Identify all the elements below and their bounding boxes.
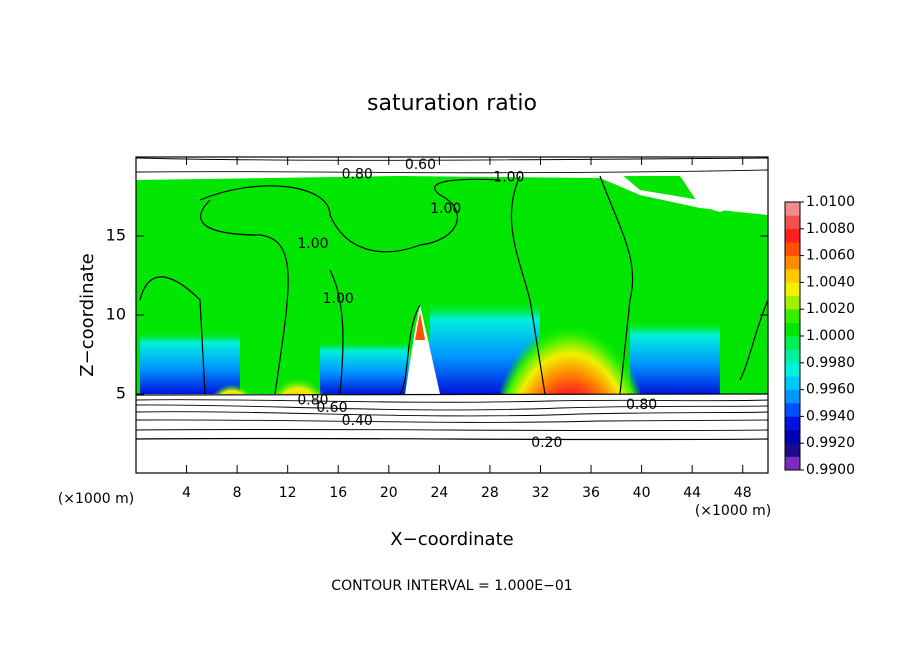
y-axis-label: Z−coordinate [77,253,98,376]
x-tick-label: 4 [182,485,191,501]
contour-label: 0.80 [297,392,328,408]
colorbar-band [785,295,800,310]
field [136,157,768,473]
contour-label: 0.40 [342,413,373,429]
colorbar-band [785,228,800,243]
colorbar-tick-label: 0.9900 [806,462,855,478]
x-unit-label: (×1000 m) [695,503,771,519]
colorbar-band [785,349,800,364]
x-tick-label: 24 [430,485,448,501]
x-axis-label: X−coordinate [390,529,513,550]
x-tick-label: 12 [279,485,297,501]
colorbar-band [785,376,800,390]
colorbar-tick-label: 0.9980 [806,355,855,371]
colorbar-band [785,429,800,444]
colorbar-tick-label: 0.9940 [806,408,855,424]
colorbar-tick-label: 1.0020 [806,301,855,317]
x-tick-label: 48 [734,485,752,501]
colorbar-tick-label: 0.9960 [806,382,855,398]
x-tick-label: 44 [683,485,701,501]
contour-label: 1.00 [493,170,524,186]
x-tick-label: 8 [233,485,242,501]
x-tick-label: 32 [532,485,550,501]
contour-label: 0.80 [626,397,657,413]
chart-title: saturation ratio [367,91,537,116]
contour-label: 0.80 [342,166,373,182]
contour-label: 0.60 [316,400,347,416]
x-tick-label: 16 [329,485,347,501]
colorbar-band [785,362,800,377]
footnote: CONTOUR INTERVAL = 1.000E−01 [331,578,572,594]
colorbar-band [785,403,800,417]
x-tick-label: 28 [481,485,499,501]
colorbar-band [785,389,800,404]
colorbar-tick-label: 1.0060 [806,248,855,264]
x-tick-label: 20 [380,485,398,501]
contour-label: 0.20 [531,435,562,451]
colorbar-band [785,456,800,471]
contour-label: 1.00 [430,201,461,217]
contour-label: 1.00 [297,236,328,252]
colorbar-band [785,322,800,337]
colorbar-band [785,255,800,270]
x-tick-label: 40 [633,485,651,501]
colorbar-tick-label: 1.0100 [806,194,855,210]
colorbar-tick-label: 1.0040 [806,274,855,290]
colorbar-tick-label: 0.9920 [806,435,855,451]
colorbar-band [785,242,800,256]
x-unit-label: (×1000 m) [58,491,134,507]
colorbar-tick-label: 1.0000 [806,328,855,344]
x-tick-label: 36 [582,485,600,501]
y-tick-label: 10 [106,305,126,324]
colorbar-band [785,309,800,323]
contour-label: 0.60 [405,157,436,173]
colorbar-band [785,269,800,283]
colorbar-tick-label: 1.0080 [806,221,855,237]
colorbar-band [785,336,800,350]
colorbar-band [785,202,800,216]
y-tick-label: 5 [116,384,126,403]
contour-label: 1.00 [323,291,354,307]
colorbar-band [785,282,800,297]
y-tick-label: 15 [106,226,126,245]
colorbar-band [785,416,800,431]
colorbar-band [785,443,800,457]
colorbar-band [785,215,800,230]
